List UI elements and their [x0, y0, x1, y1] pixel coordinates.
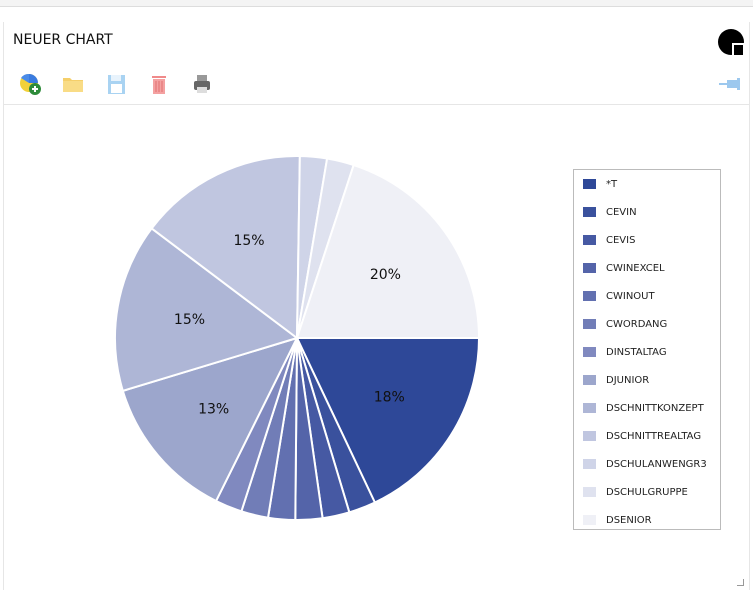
legend-label: DSCHULGRUPPE — [606, 486, 688, 498]
resize-handle[interactable] — [737, 579, 744, 586]
legend-item[interactable]: DSCHNITTREALTAG — [574, 422, 720, 450]
toolbar-divider — [4, 104, 749, 105]
window-title: NEUER CHART — [13, 32, 113, 48]
legend-label: CEVIN — [606, 206, 637, 218]
data-label: 13% — [198, 402, 229, 418]
pie-chart-logo-icon — [718, 29, 744, 55]
pie-slice-dschnittrealtag[interactable] — [150, 155, 301, 340]
legend-swatch — [583, 375, 596, 385]
legend-swatch — [583, 179, 596, 189]
legend-item[interactable]: DSCHULANWENGR3 — [574, 450, 720, 478]
legend-swatch — [583, 459, 596, 469]
legend-label: DSENIOR — [606, 514, 652, 526]
legend-item[interactable]: DINSTALTAG — [574, 338, 720, 366]
legend-label: CWINOUT — [606, 290, 655, 302]
legend-item[interactable]: DSCHNITTKONZEPT — [574, 394, 720, 422]
top-bar — [0, 0, 753, 7]
legend-swatch — [583, 347, 596, 357]
legend-swatch — [583, 235, 596, 245]
legend-label: DJUNIOR — [606, 374, 650, 386]
legend-label: DINSTALTAG — [606, 346, 667, 358]
chart-legend: *T CEVIN CEVIS CWINEXCEL CWINOUT CWORDANG DINS… — [573, 169, 721, 530]
legend-item[interactable]: CWINOUT — [574, 282, 720, 310]
trash-icon[interactable] — [147, 72, 171, 96]
folder-icon[interactable] — [61, 72, 85, 96]
legend-swatch — [583, 431, 596, 441]
pie-slice-dsenior[interactable] — [295, 163, 481, 339]
legend-swatch — [583, 319, 596, 329]
legend-swatch — [583, 403, 596, 413]
pie-slice-t[interactable] — [295, 337, 481, 504]
printer-icon[interactable] — [190, 72, 214, 96]
legend-swatch — [583, 515, 596, 525]
legend-item[interactable]: CWORDANG — [574, 310, 720, 338]
legend-label: CWINEXCEL — [606, 262, 665, 274]
data-label: 15% — [174, 312, 205, 328]
chart-add-icon[interactable] — [18, 72, 42, 96]
data-label: 18% — [374, 389, 405, 405]
legend-item[interactable]: *T — [574, 170, 720, 198]
data-label: 20% — [370, 267, 401, 283]
chart-panel: NEUER CHART — [3, 22, 750, 590]
pie-slice-djunior[interactable] — [121, 336, 299, 503]
legend-item[interactable]: CEVIN — [574, 198, 720, 226]
legend-label: DSCHULANWENGR3 — [606, 458, 707, 470]
legend-label: DSCHNITTKONZEPT — [606, 402, 704, 414]
legend-swatch — [583, 263, 596, 273]
legend-swatch — [583, 487, 596, 497]
legend-item[interactable]: DJUNIOR — [574, 366, 720, 394]
legend-item[interactable]: CEVIS — [574, 226, 720, 254]
legend-swatch — [583, 291, 596, 301]
legend-item[interactable]: DSENIOR — [574, 506, 720, 534]
toolbar — [18, 72, 214, 96]
legend-label: DSCHNITTREALTAG — [606, 430, 702, 442]
legend-label: *T — [606, 178, 618, 190]
legend-item[interactable]: DSCHULGRUPPE — [574, 478, 720, 506]
save-icon[interactable] — [104, 72, 128, 96]
legend-item[interactable]: CWINEXCEL — [574, 254, 720, 282]
pie-chart: 18% 13% 15% 15% 20% — [114, 155, 481, 522]
legend-label: CWORDANG — [606, 318, 668, 330]
pie-slice-dschnittkonzept[interactable] — [114, 227, 300, 393]
legend-swatch — [583, 207, 596, 217]
legend-label: CEVIS — [606, 234, 636, 246]
data-label: 15% — [233, 233, 264, 249]
pin-icon[interactable] — [719, 78, 741, 90]
